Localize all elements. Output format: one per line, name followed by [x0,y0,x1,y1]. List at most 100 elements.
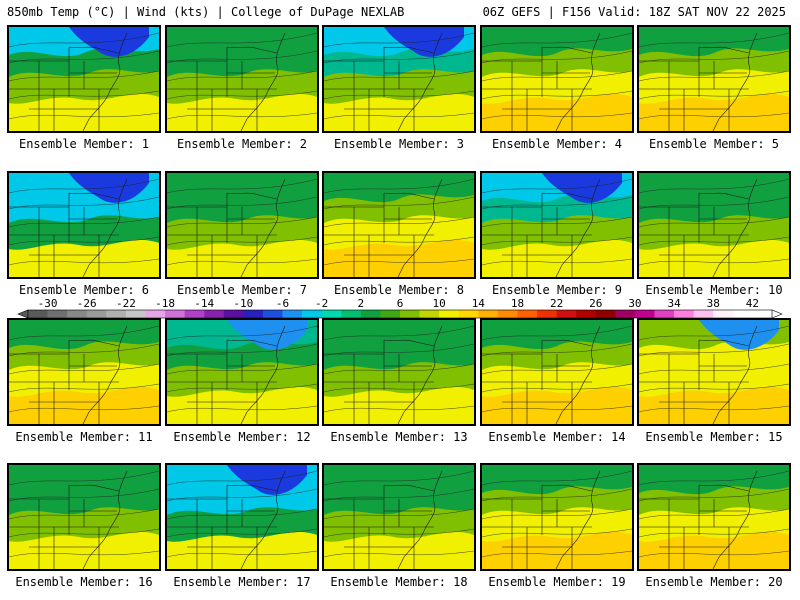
cold-core-northeast [69,173,149,203]
wind-streamlines [324,325,474,413]
state-borders [9,32,128,131]
scale-tick-label: -18 [155,298,175,310]
scale-swatch [380,310,401,318]
temperature-field-map [324,27,474,131]
temperature-field-map [482,173,632,277]
ensemble-member-label: Ensemble Member: 19 [488,575,626,589]
ensemble-map-panel [322,463,476,571]
scale-swatch [400,310,420,318]
temp-band-north [167,27,317,57]
temperature-field-map [9,465,159,569]
scale-swatch [341,310,362,318]
temp-band-north [167,173,317,203]
scale-tick-label: 2 [358,298,365,310]
scale-swatch [321,310,342,318]
scale-swatch [47,310,68,318]
scale-tick-label: 34 [667,298,681,310]
temperature-field-map [639,173,789,277]
scale-tick-label: 6 [397,298,404,310]
wind-streamlines [639,178,789,266]
state-borders [167,178,286,277]
scale-swatch [28,310,48,318]
scale-swatch [595,310,616,318]
ensemble-map-panel [480,463,634,571]
ensemble-member-label: Ensemble Member: 13 [330,430,468,444]
scale-swatch [184,310,205,318]
cold-core-northeast [227,465,307,495]
ensemble-member-label: Ensemble Member: 8 [333,283,465,297]
cold-core-northeast [384,27,464,57]
temp-band-north [639,465,789,495]
scale-tick-label: 10 [433,298,446,310]
temperature-field-map [482,320,632,424]
state-borders [324,178,443,277]
state-borders [324,32,443,131]
temp-band-north [9,320,159,350]
ensemble-member-label: Ensemble Member: 12 [173,430,311,444]
scale-swatch [732,310,753,318]
temperature-field-map [9,320,159,424]
ensemble-member-label: Ensemble Member: 1 [18,137,150,151]
scale-swatch [556,310,577,318]
wind-streamlines [482,325,632,413]
ensemble-member-label: Ensemble Member: 3 [333,137,465,151]
scale-tick-label: 26 [589,298,602,310]
temperature-field-map [167,465,317,569]
cold-core-northeast [542,173,622,203]
ensemble-map-panel [7,25,161,133]
ensemble-map-panel [480,318,634,426]
temperature-field-map [9,173,159,277]
ensemble-member-label: Ensemble Member: 6 [18,283,150,297]
temperature-field-map [9,27,159,131]
temp-band-north [639,27,789,57]
state-borders [167,32,286,131]
temp-band-north [482,320,632,350]
temperature-field-map [324,320,474,424]
scale-swatch [145,310,166,318]
ensemble-map-panel [322,25,476,133]
scale-tick-label: 22 [550,298,563,310]
ensemble-map-panel [165,318,319,426]
scale-swatch [419,310,440,318]
ensemble-member-label: Ensemble Member: 16 [15,575,153,589]
state-borders [9,178,128,277]
scale-swatch [615,310,636,318]
scale-swatch [106,310,127,318]
scale-tick-label: 42 [746,298,759,310]
ensemble-member-label: Ensemble Member: 20 [645,575,783,589]
wind-streamlines [167,325,317,413]
ensemble-map-panel [7,463,161,571]
wind-streamlines [9,470,159,558]
scale-swatch [674,310,694,318]
scale-tick-label: 30 [628,298,641,310]
wind-streamlines [482,470,632,558]
scale-tick-label: 14 [472,298,486,310]
ensemble-map-panel [7,171,161,279]
state-borders [482,178,601,277]
temp-band-north [324,465,474,495]
temp-band-north [324,320,474,350]
state-borders [167,325,286,424]
temperature-field-map [324,465,474,569]
scale-arrow-left [17,309,29,319]
scale-swatch [302,310,322,318]
cold-core-northeast [227,320,307,350]
wind-streamlines [639,325,789,413]
state-borders [324,470,443,569]
scale-swatch [458,310,479,318]
state-borders [639,325,758,424]
wind-streamlines [9,32,159,120]
ensemble-map-panel [480,25,634,133]
ensemble-map-panel [7,318,161,426]
wind-streamlines [324,470,474,558]
wind-streamlines [324,178,474,266]
ensemble-map-panel [165,171,319,279]
ensemble-member-label: Ensemble Member: 10 [645,283,783,297]
scale-swatch [634,310,655,318]
wind-streamlines [639,32,789,120]
ensemble-member-label: Ensemble Member: 14 [488,430,626,444]
wind-streamlines [9,325,159,413]
scale-swatch [752,310,773,318]
wind-streamlines [167,32,317,120]
scale-tick-label: -10 [233,298,253,310]
